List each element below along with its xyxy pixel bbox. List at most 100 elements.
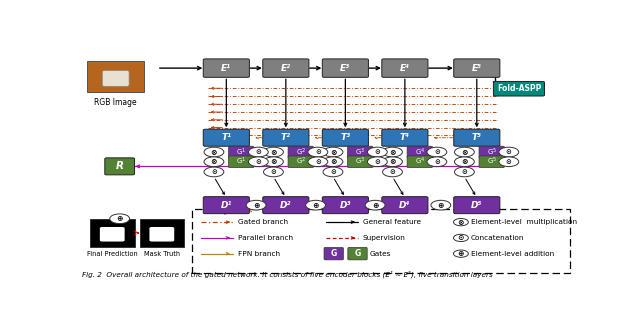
FancyBboxPatch shape — [204, 197, 250, 214]
FancyBboxPatch shape — [90, 219, 134, 247]
Circle shape — [264, 147, 284, 157]
Text: D²: D² — [280, 201, 292, 210]
Text: D¹: D¹ — [221, 201, 232, 210]
Circle shape — [431, 200, 451, 210]
Text: ⊕: ⊕ — [372, 201, 378, 210]
Circle shape — [264, 157, 284, 167]
Text: ⊗: ⊗ — [211, 147, 217, 157]
Text: T¹: T¹ — [221, 133, 232, 142]
Text: G$^4$: G$^4$ — [415, 156, 425, 167]
Text: G$^2$: G$^2$ — [296, 156, 306, 167]
Text: G$^3$: G$^3$ — [355, 146, 365, 158]
Circle shape — [264, 167, 284, 177]
Text: ⊗: ⊗ — [330, 147, 336, 157]
FancyBboxPatch shape — [288, 156, 314, 168]
Text: ⊗: ⊗ — [270, 147, 276, 157]
Text: ⊕: ⊕ — [312, 201, 319, 210]
Text: T²: T² — [281, 133, 291, 142]
FancyBboxPatch shape — [454, 197, 500, 214]
FancyBboxPatch shape — [228, 156, 254, 168]
Text: ⊗: ⊗ — [461, 147, 468, 157]
FancyBboxPatch shape — [479, 146, 504, 158]
Circle shape — [323, 147, 343, 157]
Text: E⁴: E⁴ — [400, 64, 410, 73]
Text: ⊙: ⊙ — [434, 149, 440, 155]
Text: ⊙: ⊙ — [458, 233, 464, 243]
FancyBboxPatch shape — [348, 146, 373, 158]
Text: D⁴: D⁴ — [399, 201, 411, 210]
FancyBboxPatch shape — [348, 248, 367, 260]
Circle shape — [365, 200, 385, 210]
Circle shape — [308, 157, 328, 167]
Text: General feature: General feature — [363, 219, 420, 225]
Circle shape — [323, 157, 343, 167]
FancyBboxPatch shape — [100, 227, 125, 242]
FancyBboxPatch shape — [228, 146, 254, 158]
Text: E²: E² — [281, 64, 291, 73]
Text: G$^5$: G$^5$ — [486, 146, 497, 158]
FancyBboxPatch shape — [407, 156, 433, 168]
Circle shape — [383, 157, 403, 167]
Circle shape — [110, 214, 129, 224]
Circle shape — [204, 147, 224, 157]
Text: T⁵: T⁵ — [472, 133, 482, 142]
Text: R: R — [116, 161, 124, 171]
Text: ⊙: ⊙ — [374, 149, 380, 155]
Circle shape — [454, 219, 468, 226]
FancyBboxPatch shape — [323, 59, 369, 77]
Text: ⊙: ⊙ — [330, 169, 336, 175]
Text: RGB Image: RGB Image — [94, 98, 137, 107]
Text: G: G — [355, 249, 360, 258]
Text: ⊗: ⊗ — [389, 147, 396, 157]
FancyBboxPatch shape — [105, 158, 134, 175]
Text: ⊕: ⊕ — [458, 249, 464, 258]
Text: Gates: Gates — [370, 251, 391, 257]
Circle shape — [248, 147, 268, 157]
Text: ⊗: ⊗ — [458, 218, 464, 226]
Circle shape — [427, 157, 447, 167]
Text: D⁵: D⁵ — [471, 201, 483, 210]
Circle shape — [323, 167, 343, 177]
Text: ⊗: ⊗ — [211, 157, 217, 166]
Text: Parallel branch: Parallel branch — [237, 235, 293, 241]
Text: ⊗: ⊗ — [461, 157, 468, 166]
FancyBboxPatch shape — [150, 227, 174, 242]
FancyBboxPatch shape — [263, 129, 309, 146]
FancyBboxPatch shape — [323, 129, 369, 146]
Circle shape — [308, 147, 328, 157]
FancyBboxPatch shape — [454, 59, 500, 77]
Text: ⊙: ⊙ — [461, 169, 467, 175]
Circle shape — [367, 157, 387, 167]
Text: ⊙: ⊙ — [315, 159, 321, 165]
Text: E³: E³ — [340, 64, 351, 73]
Text: ⊕: ⊕ — [116, 214, 123, 223]
FancyBboxPatch shape — [87, 61, 144, 92]
Text: Element-level addition: Element-level addition — [471, 251, 554, 257]
Circle shape — [248, 157, 268, 167]
Text: ⊗: ⊗ — [270, 157, 276, 166]
FancyBboxPatch shape — [140, 219, 184, 247]
Circle shape — [306, 200, 326, 210]
Circle shape — [454, 147, 474, 157]
Text: Element-level  multiplication: Element-level multiplication — [471, 219, 577, 225]
Circle shape — [367, 147, 387, 157]
FancyBboxPatch shape — [263, 197, 309, 214]
FancyBboxPatch shape — [493, 82, 545, 96]
Circle shape — [454, 250, 468, 257]
Circle shape — [383, 147, 403, 157]
FancyBboxPatch shape — [288, 146, 314, 158]
Text: G: G — [331, 249, 337, 258]
Text: Fig. 2  Overall architecture of the gated network. It consists of five encoder b: Fig. 2 Overall architecture of the gated… — [83, 271, 493, 278]
Text: ⊙: ⊙ — [434, 159, 440, 165]
Circle shape — [499, 147, 518, 157]
Text: Concatenation: Concatenation — [471, 235, 524, 241]
Circle shape — [204, 167, 224, 177]
Circle shape — [454, 234, 468, 242]
Circle shape — [499, 157, 518, 167]
FancyBboxPatch shape — [348, 156, 373, 168]
Text: ⊕: ⊕ — [438, 201, 444, 210]
Text: G$^4$: G$^4$ — [415, 146, 425, 158]
Text: ⊙: ⊙ — [390, 169, 396, 175]
Text: Supervision: Supervision — [363, 235, 406, 241]
Text: G$^1$: G$^1$ — [236, 156, 246, 167]
